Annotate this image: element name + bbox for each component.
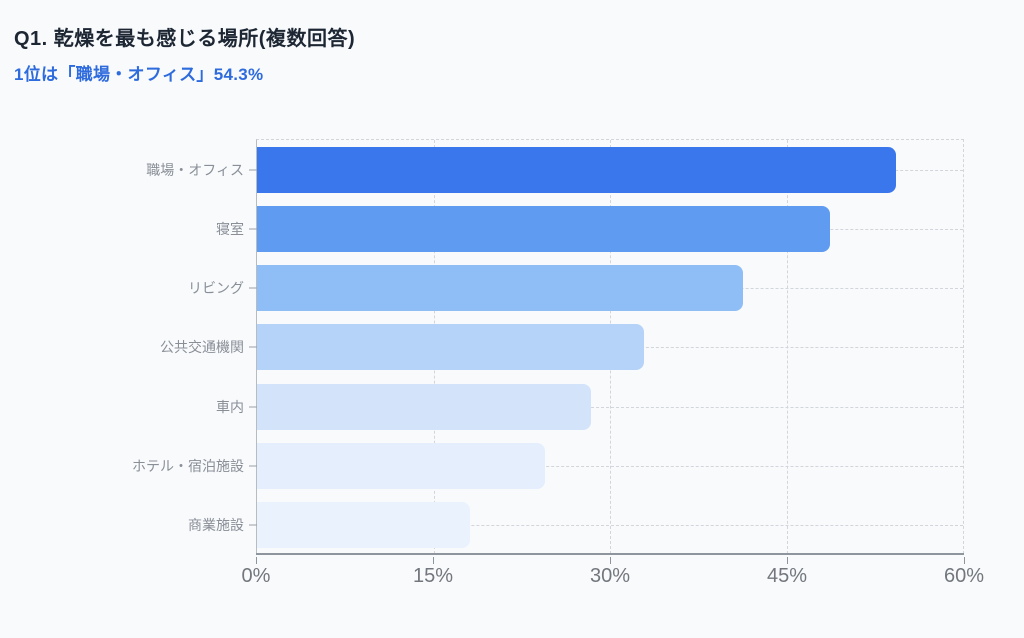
category-label: 公共交通機関 bbox=[160, 339, 244, 356]
category-label: 寝室 bbox=[216, 220, 244, 237]
category-label: 職場・オフィス bbox=[146, 161, 244, 178]
bar bbox=[257, 443, 546, 490]
category-label: ホテル・宿泊施設 bbox=[132, 458, 244, 475]
category-label: 商業施設 bbox=[188, 517, 244, 534]
bar-row: 職場・オフィス bbox=[146, 140, 963, 199]
x-axis-tick-label: 60% bbox=[943, 565, 985, 587]
horizontal-gridline bbox=[257, 525, 963, 527]
bar-row: リビング bbox=[188, 259, 963, 318]
horizontal-gridline bbox=[257, 406, 963, 408]
bar bbox=[257, 324, 645, 371]
bar bbox=[257, 502, 470, 549]
category-tick bbox=[249, 406, 257, 408]
x-axis-tick-label: 30% bbox=[589, 565, 631, 587]
category-tick bbox=[249, 465, 257, 467]
chart-subtitle: 1位は「職場・オフィス」54.3% bbox=[14, 65, 264, 84]
page-title: Q1. 乾燥を最も感じる場所(複数回答) bbox=[14, 28, 356, 50]
bar bbox=[257, 146, 896, 193]
bar-row: 公共交通機関 bbox=[160, 318, 963, 377]
category-label: リビング bbox=[188, 280, 244, 297]
x-axis-tick bbox=[964, 557, 965, 564]
x-axis-tick-label: 0% bbox=[241, 565, 271, 587]
bar bbox=[257, 265, 743, 312]
x-axis-line: 0% 15% 30% 45% 60% bbox=[242, 553, 984, 587]
x-axis-tick-label: 15% bbox=[412, 565, 454, 587]
category-tick bbox=[249, 287, 257, 289]
bar bbox=[257, 383, 592, 430]
bar-row: 商業施設 bbox=[188, 496, 963, 555]
category-tick bbox=[249, 169, 257, 171]
bar-row: 寝室 bbox=[216, 199, 963, 258]
x-axis-tick bbox=[256, 557, 257, 564]
x-axis-tick bbox=[787, 557, 788, 564]
x-axis-tick bbox=[610, 557, 611, 564]
bar-row: ホテル・宿泊施設 bbox=[132, 436, 963, 495]
x-axis-tick bbox=[433, 557, 434, 564]
category-label: 車内 bbox=[216, 398, 244, 415]
vertical-gridline bbox=[786, 140, 788, 554]
x-axis-tick-label: 45% bbox=[766, 565, 808, 587]
horizontal-gridline bbox=[257, 466, 963, 468]
category-tick bbox=[249, 228, 257, 230]
category-tick bbox=[249, 524, 257, 526]
bar bbox=[257, 205, 831, 252]
bar-row: 車内 bbox=[216, 377, 963, 436]
plot-area: 職場・オフィス 寝室 リビング 公共交通機関 車内 ホテル・宿泊施設 商業施設 bbox=[132, 139, 964, 555]
category-tick bbox=[249, 346, 257, 348]
